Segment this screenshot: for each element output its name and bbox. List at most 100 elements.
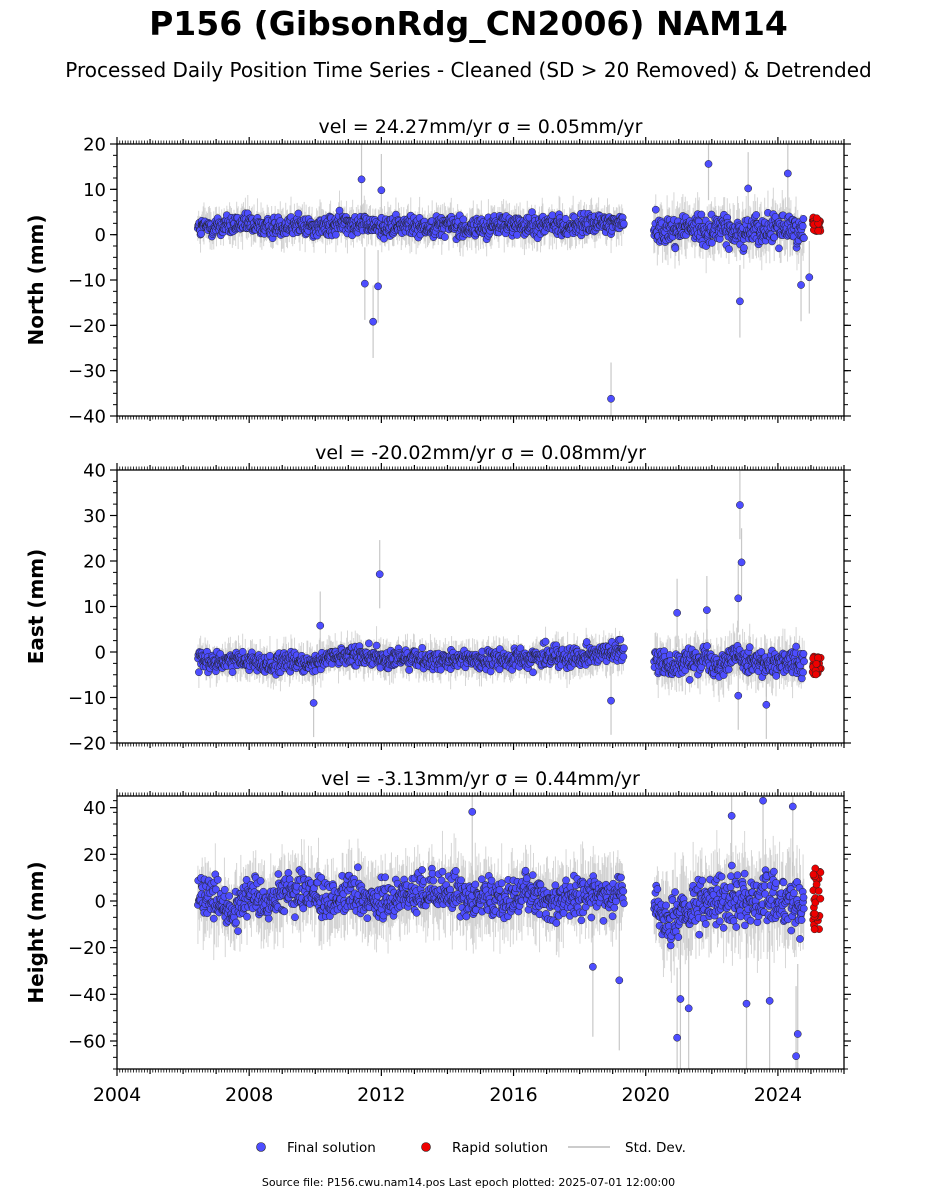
axes-frame bbox=[116, 469, 845, 744]
final-point bbox=[770, 233, 779, 242]
final-point bbox=[369, 317, 377, 326]
y-tick-label: −30 bbox=[68, 361, 106, 382]
final-point bbox=[703, 642, 711, 650]
final-point bbox=[360, 279, 369, 288]
rapid-solution-points bbox=[808, 213, 825, 235]
final-point bbox=[799, 668, 807, 677]
final-point bbox=[685, 675, 694, 684]
final-point bbox=[752, 211, 761, 219]
final-point bbox=[708, 238, 716, 247]
final-point bbox=[704, 160, 713, 168]
outlier-points bbox=[357, 160, 814, 403]
final-point bbox=[734, 594, 743, 603]
y-tick-label: −20 bbox=[68, 316, 106, 337]
final-point bbox=[620, 644, 628, 652]
final-point bbox=[725, 245, 733, 253]
final-point bbox=[197, 229, 206, 238]
final-point bbox=[800, 234, 808, 242]
figure-subtitle: Processed Daily Position Time Series - C… bbox=[65, 58, 872, 82]
y-tick-label: 40 bbox=[83, 461, 106, 482]
final-point bbox=[737, 558, 746, 567]
final-point bbox=[651, 205, 660, 214]
final-point bbox=[332, 230, 340, 239]
std-dev-bars bbox=[197, 144, 810, 416]
final-solution-points bbox=[194, 635, 808, 684]
final-point bbox=[405, 666, 414, 674]
final-point bbox=[607, 696, 615, 705]
final-point bbox=[736, 501, 744, 509]
final-point bbox=[335, 206, 344, 215]
final-point bbox=[309, 699, 318, 707]
final-point bbox=[671, 244, 680, 253]
final-point bbox=[418, 644, 427, 652]
data-layer bbox=[193, 144, 825, 416]
y-tick-label: −10 bbox=[68, 688, 106, 709]
final-point bbox=[365, 639, 373, 648]
y-tick-label: 0 bbox=[95, 225, 106, 246]
final-point bbox=[740, 244, 748, 252]
panel-title: vel = 24.27mm/yr σ = 0.05mm/yr bbox=[319, 116, 643, 138]
final-point bbox=[228, 668, 237, 677]
rapid-point bbox=[814, 227, 823, 235]
data-layer bbox=[194, 470, 825, 739]
final-point bbox=[745, 643, 754, 652]
final-point bbox=[459, 215, 468, 224]
final-point bbox=[377, 186, 386, 195]
final-point bbox=[375, 570, 384, 579]
final-point bbox=[805, 273, 814, 282]
y-tick-label: 30 bbox=[83, 506, 106, 527]
std-dev-bars bbox=[197, 470, 805, 739]
chart-panel-1: −40 −30 −20 −10 0 10 20 vel = 24.27mm/yr σ = 0.… bbox=[24, 116, 851, 428]
final-point bbox=[762, 700, 771, 709]
rapid-point bbox=[812, 670, 820, 679]
final-point bbox=[441, 233, 449, 241]
final-point bbox=[619, 652, 628, 661]
final-point bbox=[703, 606, 711, 614]
rapid-point bbox=[812, 214, 821, 223]
final-point bbox=[744, 184, 753, 193]
final-point bbox=[800, 657, 808, 666]
final-point bbox=[736, 297, 744, 306]
final-point bbox=[374, 282, 382, 291]
rapid-point bbox=[812, 660, 821, 668]
y-axis-label: North (mm) bbox=[24, 214, 48, 345]
final-point bbox=[775, 244, 783, 253]
final-point bbox=[772, 672, 781, 680]
final-point bbox=[486, 667, 495, 676]
final-point bbox=[798, 222, 807, 231]
final-point bbox=[799, 649, 808, 658]
final-point bbox=[541, 637, 550, 646]
final-point bbox=[266, 651, 274, 660]
y-tick-label: 20 bbox=[83, 135, 106, 156]
figure-title: P156 (GibsonRdg_CN2006) NAM14 bbox=[149, 4, 788, 43]
final-point bbox=[316, 621, 325, 630]
final-point bbox=[616, 635, 625, 644]
final-point bbox=[495, 665, 504, 674]
final-point bbox=[792, 642, 800, 651]
final-point bbox=[697, 210, 706, 219]
final-point bbox=[734, 691, 743, 700]
axes-frame bbox=[116, 143, 845, 417]
final-point bbox=[195, 668, 203, 677]
y-tick-label: 0 bbox=[95, 643, 106, 664]
final-point bbox=[294, 209, 303, 218]
final-solution-points bbox=[193, 205, 808, 255]
final-point bbox=[673, 609, 681, 617]
final-point bbox=[797, 281, 805, 289]
y-tick-label: 20 bbox=[83, 552, 106, 573]
final-point bbox=[619, 219, 628, 228]
final-point bbox=[548, 211, 557, 220]
final-point bbox=[799, 215, 808, 223]
y-tick-label: −10 bbox=[68, 271, 106, 292]
final-point bbox=[529, 668, 537, 677]
final-point bbox=[724, 665, 733, 674]
y-tick-label: 10 bbox=[83, 180, 106, 201]
final-point bbox=[357, 175, 366, 184]
outlier-points bbox=[309, 501, 771, 709]
final-point bbox=[783, 169, 792, 178]
final-point bbox=[607, 394, 615, 403]
rapid-solution-points bbox=[808, 652, 825, 679]
y-tick-label: −20 bbox=[68, 734, 106, 755]
